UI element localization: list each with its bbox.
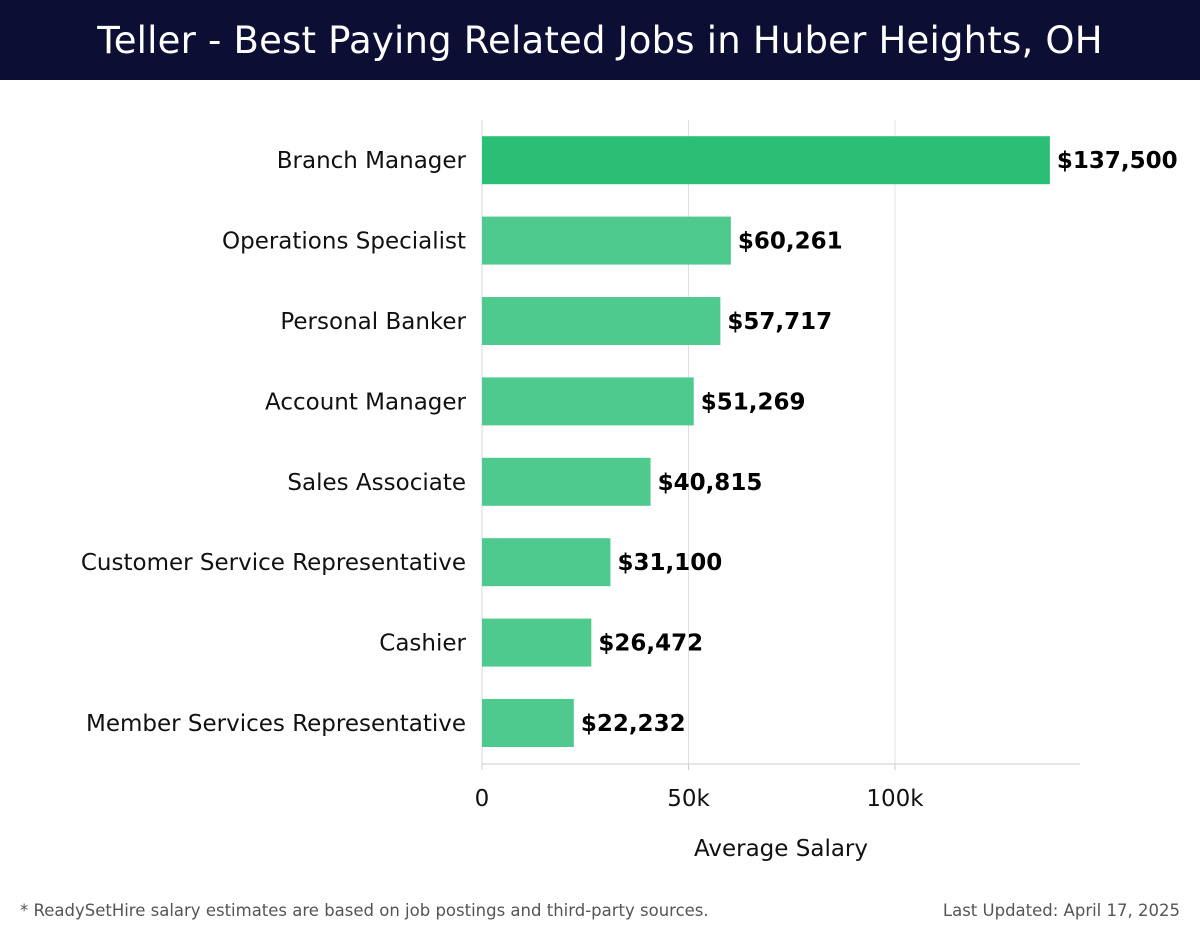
category-label-5: Customer Service Representative — [81, 550, 466, 576]
bar-1 — [482, 216, 731, 265]
value-labels: $137,500 $60,261 $57,717 $51,269 $40,815 $31,… — [581, 148, 1178, 737]
category-label-1: Operations Specialist — [222, 229, 466, 255]
footer-updated: Last Updated: April 17, 2025 — [942, 901, 1180, 920]
value-label-3: $51,269 — [701, 389, 806, 415]
bar-6 — [482, 618, 592, 667]
tick-label-0: 0 — [475, 786, 490, 812]
category-label-4: Sales Associate — [287, 470, 466, 496]
bar-0 — [482, 136, 1050, 185]
value-label-7: $22,232 — [581, 711, 686, 737]
bar-5 — [482, 538, 611, 587]
value-label-1: $60,261 — [738, 229, 843, 255]
bar-7 — [482, 699, 574, 747]
bar-2 — [482, 297, 721, 345]
tick-label-1: 50k — [667, 786, 710, 812]
value-label-4: $40,815 — [658, 470, 763, 496]
value-label-0: $137,500 — [1057, 148, 1178, 174]
tick-label-2: 100k — [866, 786, 924, 812]
value-label-6: $26,472 — [598, 631, 703, 657]
x-axis-label: Average Salary — [694, 836, 868, 862]
bar-4 — [482, 457, 651, 506]
value-label-5: $31,100 — [617, 550, 722, 576]
value-label-2: $57,717 — [727, 309, 832, 335]
category-label-6: Cashier — [379, 631, 466, 657]
chart-title: Teller - Best Paying Related Jobs in Hub… — [97, 18, 1103, 62]
category-label-3: Account Manager — [265, 389, 467, 415]
category-label-7: Member Services Representative — [86, 711, 466, 737]
footer-note: * ReadySetHire salary estimates are base… — [20, 901, 709, 920]
x-axis-ticks: 0 50k 100k — [475, 764, 924, 812]
category-label-0: Branch Manager — [277, 148, 467, 174]
category-labels: Branch Manager Operations Specialist Perso… — [81, 148, 467, 737]
title-bar: Teller - Best Paying Related Jobs in Hub… — [0, 0, 1200, 80]
bars — [482, 136, 1050, 747]
bar-3 — [482, 377, 694, 426]
category-label-2: Personal Banker — [280, 309, 466, 335]
